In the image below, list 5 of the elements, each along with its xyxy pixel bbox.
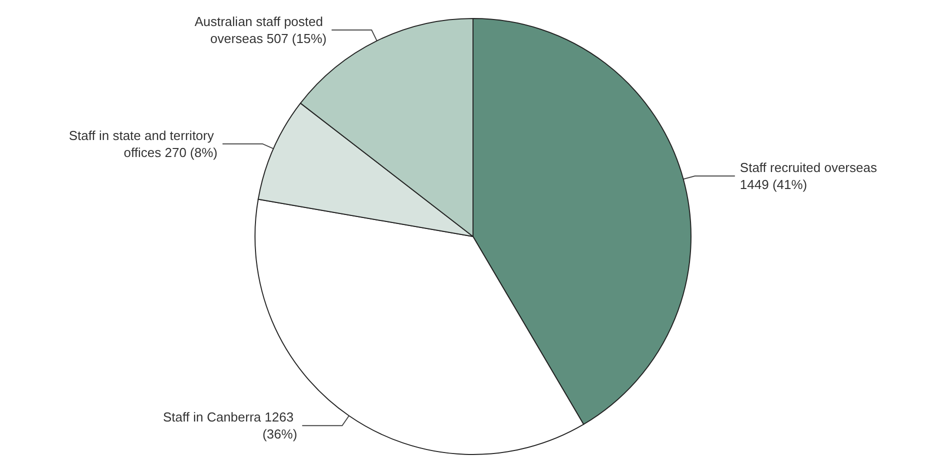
slice-label: Staff in Canberra 1263 (36%) bbox=[162, 410, 298, 442]
slice-label: Staff in state and territory offices 270 (8%) bbox=[68, 128, 218, 160]
slice-label: Staff recruited overseas bbox=[740, 160, 881, 175]
slice-label: Australian staff posted overseas 507 (15%) bbox=[194, 14, 327, 46]
data-label: 1449 (41%) bbox=[740, 177, 808, 192]
